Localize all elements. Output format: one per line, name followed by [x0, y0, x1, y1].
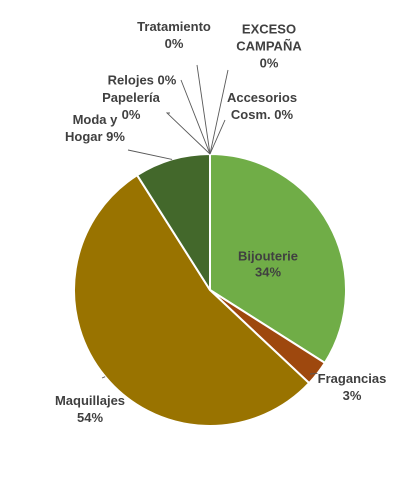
data-label-tratamiento: Tratamiento 0%	[137, 19, 211, 51]
data-label-line: 0%	[165, 36, 184, 51]
data-label-line: Tratamiento	[137, 19, 211, 34]
data-label-maquillajes: Maquillajes 54%	[55, 393, 125, 425]
data-label-line: 0%	[122, 107, 141, 122]
leader-line-tratamiento	[196, 64, 211, 155]
data-label-relojes: Relojes 0%	[108, 73, 177, 88]
data-label-line: Bijouterie	[238, 249, 298, 264]
data-label-accesorios-cosm: Accesorios Cosm. 0%	[227, 90, 297, 122]
data-label-line: Accesorios	[227, 90, 297, 105]
data-label-line: 34%	[255, 265, 281, 280]
leader-lines-layer	[101, 64, 318, 379]
pie-slice-maquillajes	[73, 174, 311, 427]
leader-line-moda-y-hogar	[127, 149, 173, 160]
data-label-moda-y-hogar: Moda y Hogar 9%	[65, 112, 125, 144]
leader-line-papeleria	[165, 112, 211, 155]
data-label-line: Cosm. 0%	[231, 107, 294, 122]
data-label-line: CAMPAÑA	[236, 39, 302, 54]
leader-line-relojes	[180, 79, 211, 155]
data-label-line: Maquillajes	[55, 393, 125, 408]
leader-line-maquillajes	[101, 376, 106, 379]
data-label-line: Hogar 9%	[65, 129, 125, 144]
data-label-bijouterie: Bijouterie 34%	[238, 249, 298, 280]
data-label-exceso-campana: EXCESO CAMPAÑA 0%	[236, 22, 302, 71]
data-label-line: Moda y	[73, 112, 119, 127]
data-label-line: EXCESO	[242, 22, 296, 37]
data-label-line: Relojes 0%	[108, 73, 177, 88]
data-label-papeleria: Papelería 0%	[102, 90, 161, 122]
data-label-fragancias: Fragancias 3%	[318, 371, 387, 403]
data-label-line: 54%	[77, 410, 103, 425]
slices-layer	[73, 153, 347, 427]
data-labels-layer: Bijouterie 34%Fragancias 3%Maquillajes 54%M…	[55, 19, 386, 425]
data-label-line: Fragancias	[318, 371, 387, 386]
data-label-line: Papelería	[102, 90, 161, 105]
data-label-line: 0%	[260, 56, 279, 71]
data-label-line: 3%	[343, 388, 362, 403]
leader-line-accesorios-cosm	[209, 119, 226, 155]
leader-line-fragancias	[309, 372, 318, 375]
leader-line-exceso-campana	[209, 69, 229, 155]
